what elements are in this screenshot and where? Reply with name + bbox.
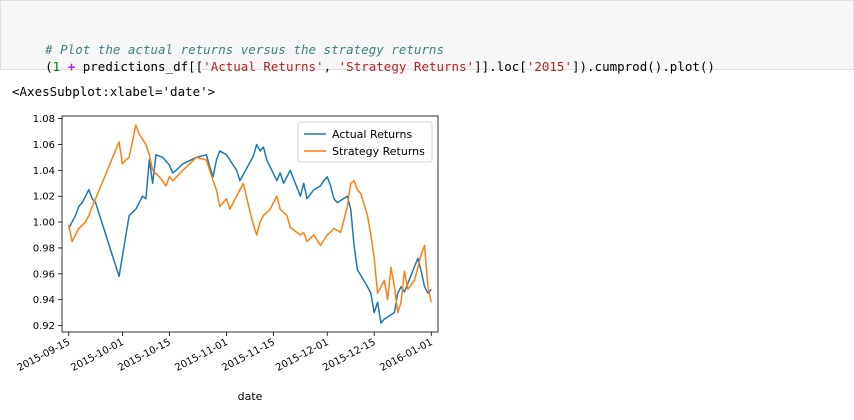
code-token: ]).cumprod().plot()	[571, 59, 715, 74]
code-token: (	[45, 59, 53, 74]
x-tick-label: 2015-11-15	[220, 337, 276, 374]
y-tick-label: 1.02	[33, 192, 55, 203]
code-token: 'Actual Returns'	[203, 59, 324, 74]
line-chart: 0.92 0.94 0.96 0.98 1.00 1.02 1.04 1.06 1.08 2015…	[16, 114, 439, 403]
code-token: 'Strategy Returns'	[338, 59, 475, 74]
code-line-call: (1 + predictions_df[['Actual Returns', '…	[15, 43, 715, 91]
y-tick-label: 0.94	[33, 295, 55, 306]
code-token: predictions_df[[	[75, 59, 204, 74]
code-token: +	[67, 59, 76, 74]
code-token	[60, 59, 68, 74]
y-tick-label: 1.08	[33, 114, 55, 125]
code-token: ,	[323, 59, 339, 74]
series-line-actual-returns	[68, 143, 432, 324]
code-token: ]].loc[	[474, 59, 527, 74]
code-line-comment: # Plot the actual returns versus the str…	[15, 26, 444, 74]
code-token: 1	[52, 59, 61, 74]
x-tick-label: 2015-11-01	[173, 337, 229, 374]
x-axis-label: date	[238, 390, 263, 403]
legend-label: Actual Returns	[332, 128, 412, 141]
output-repr: <AxesSubplot:xlabel='date'>	[12, 84, 216, 99]
y-tick-label: 1.00	[33, 218, 55, 229]
y-tick-label: 0.98	[33, 243, 55, 254]
legend-box	[297, 121, 433, 163]
x-tick-label: 2015-10-01	[69, 337, 125, 374]
code-token: '2015'	[526, 59, 572, 74]
x-tick-label: 2015-12-01	[274, 337, 330, 374]
x-tick-label: 2015-10-15	[116, 337, 172, 374]
x-tick-label: 2016-01-01	[378, 337, 434, 374]
code-comment: # Plot the actual returns versus the str…	[45, 42, 444, 57]
series-line-strategy-returns	[67, 124, 433, 314]
y-tick-label: 0.96	[33, 269, 55, 280]
x-tick-label: 2015-09-15	[16, 337, 72, 374]
code-cell-input[interactable]: # Plot the actual returns versus the str…	[0, 0, 854, 74]
x-tick-label: 2015-12-15	[321, 337, 377, 374]
y-tick-label: 1.04	[33, 166, 55, 177]
y-tick-label: 1.06	[33, 140, 55, 151]
y-tick-label: 0.92	[33, 321, 55, 332]
legend-label: Strategy Returns	[332, 145, 425, 158]
